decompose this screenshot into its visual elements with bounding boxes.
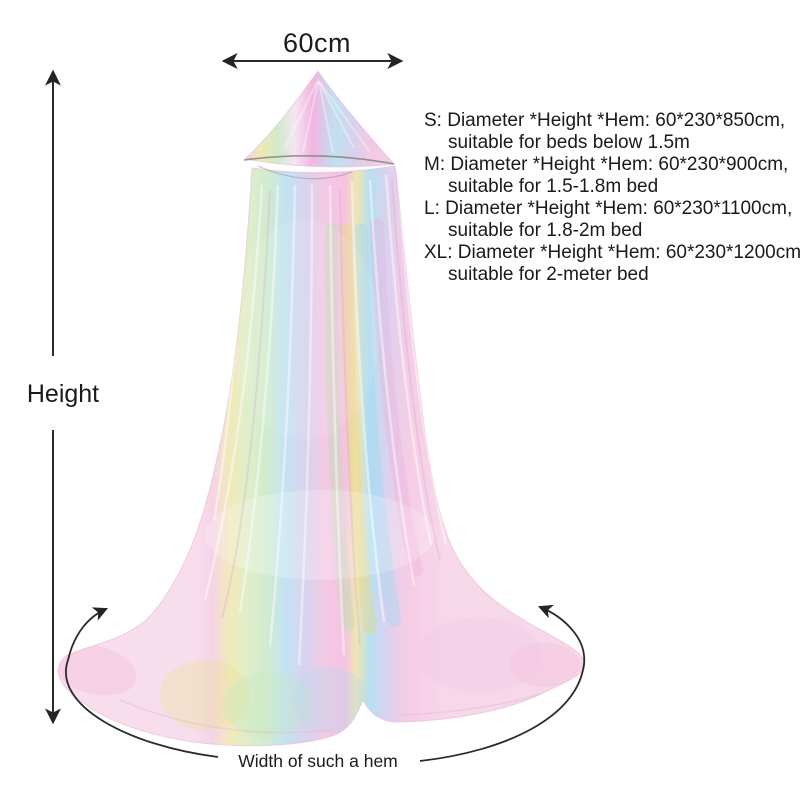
size-specs: S: Diameter *Height *Hem: 60*230*850cm, … [424,110,800,286]
spec-m-line2: suitable for 1.5-1.8m bed [448,176,659,197]
canopy-cone [243,70,396,168]
spec-l-line2: suitable for 1.8-2m bed [448,220,643,241]
hem-width-label: Width of such a hem [238,751,398,771]
hem-rotation-arrow-right [419,604,585,762]
spec-l-line1: L: Diameter *Height *Hem: 60*230*1100cm, [424,198,793,219]
spec-s-line1: S: Diameter *Height *Hem: 60*230*850cm, [424,110,786,131]
canopy-ring [243,155,395,165]
spec-s-line2: suitable for beds below 1.5m [448,132,690,153]
top-width-label: 60cm [282,28,352,58]
spec-xl-line1: XL: Diameter *Height *Hem: 60*230*1200cm… [424,242,800,263]
canopy-net [57,70,586,747]
canopy-ring-front-rim [257,165,353,180]
spec-m-line1: M: Diameter *Height *Hem: 60*230*900cm, [424,154,789,175]
hem-rotation-arrow-left [65,607,219,758]
height-label: Height [26,380,100,408]
drape-texture [58,171,580,738]
dimension-arrows [45,53,585,762]
cone-texture [284,79,371,154]
spec-xl-line2: suitable for 2-meter bed [448,264,649,285]
canopy-drape [57,165,586,747]
